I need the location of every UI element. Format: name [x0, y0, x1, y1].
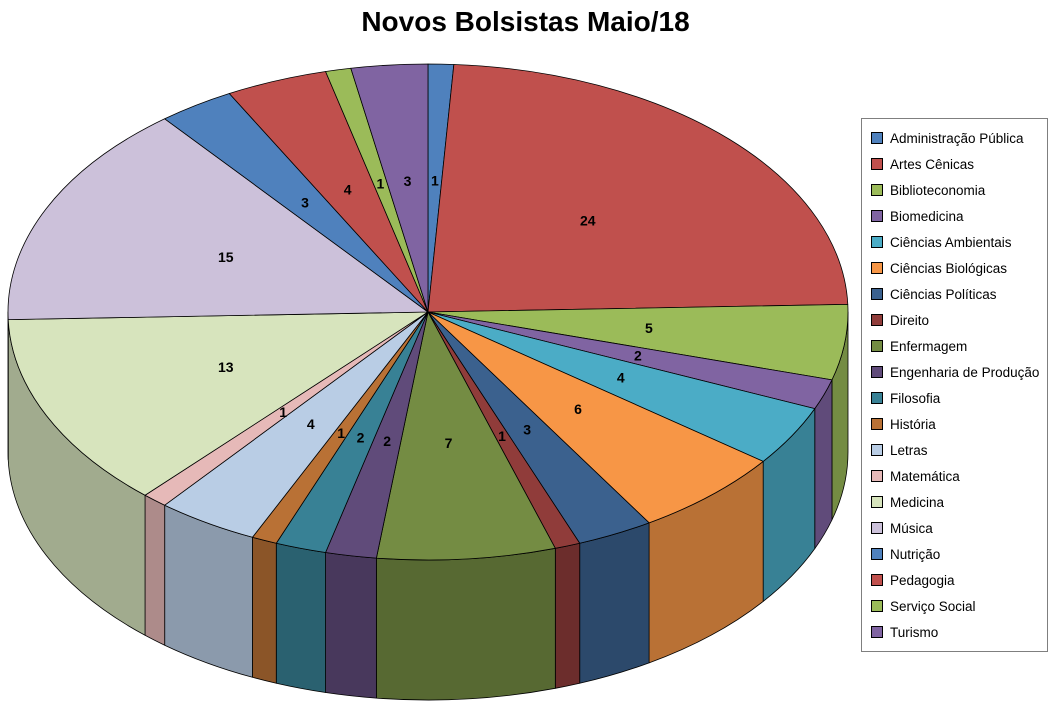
- legend-label: Ciências Biológicas: [890, 260, 1008, 276]
- legend-item: Música: [864, 515, 1045, 541]
- legend-label: Filosofia: [890, 390, 941, 406]
- chart-title: Novos Bolsistas Maio/18: [361, 6, 690, 37]
- legend-swatch: [871, 184, 883, 196]
- legend-label: Administração Pública: [890, 130, 1024, 146]
- pie-slice-side: [144, 494, 166, 646]
- legend-item: Ciências Biológicas: [864, 255, 1045, 281]
- legend-item: Nutrição: [864, 541, 1045, 567]
- legend-label: Pedagogia: [890, 572, 955, 588]
- legend-swatch: [871, 548, 883, 560]
- slice-value-label: 1: [279, 404, 287, 420]
- legend-item: Pedagogia: [864, 567, 1045, 593]
- pie-slice-side: [579, 522, 650, 684]
- legend-item: Ciências Ambientais: [864, 229, 1045, 255]
- legend-swatch: [871, 444, 883, 456]
- legend-label: Enfermagem: [890, 338, 968, 354]
- legend-item: Artes Cênicas: [864, 151, 1045, 177]
- slice-value-label: 13: [218, 359, 234, 375]
- legend-swatch: [871, 418, 883, 430]
- legend-label: Nutrição: [890, 546, 941, 562]
- legend-label: Biblioteconomia: [890, 182, 986, 198]
- legend-swatch: [871, 236, 883, 248]
- pie-slice: [427, 64, 849, 313]
- legend-label: Ciências Ambientais: [890, 234, 1012, 250]
- slice-value-label: 24: [580, 213, 596, 229]
- legend-label: Serviço Social: [890, 598, 976, 614]
- pie-slice-side: [325, 552, 377, 699]
- legend-label: Biomedicina: [890, 208, 964, 224]
- legend-swatch: [871, 600, 883, 612]
- pie-slice-side: [375, 547, 556, 701]
- slice-value-label: 4: [307, 416, 315, 432]
- legend-swatch: [871, 262, 883, 274]
- pie-slice: [350, 63, 429, 313]
- legend-label: Medicina: [890, 494, 945, 510]
- legend-label: Turismo: [890, 624, 939, 640]
- legend-swatch: [871, 366, 883, 378]
- slice-value-label: 4: [344, 181, 352, 197]
- legend-swatch: [871, 288, 883, 300]
- legend-item: Engenharia de Produção: [864, 359, 1045, 385]
- legend-swatch: [871, 158, 883, 170]
- legend-swatch: [871, 574, 883, 586]
- legend-swatch: [871, 392, 883, 404]
- legend-item: Biblioteconomia: [864, 177, 1045, 203]
- legend-item: Serviço Social: [864, 593, 1045, 619]
- legend-swatch: [871, 340, 883, 352]
- slice-value-label: 4: [617, 370, 625, 386]
- legend-item: Direito: [864, 307, 1045, 333]
- slice-value-label: 7: [445, 435, 453, 451]
- legend-label: Direito: [890, 312, 930, 328]
- legend-swatch: [871, 210, 883, 222]
- legend-item: Enfermagem: [864, 333, 1045, 359]
- pie-slice-side: [275, 542, 326, 693]
- slice-value-label: 6: [574, 401, 582, 417]
- legend-label: Artes Cênicas: [890, 156, 975, 172]
- legend-swatch: [871, 470, 883, 482]
- slice-value-label: 1: [337, 425, 345, 441]
- legend: Administração Pública Artes Cênicas Biblio…: [861, 118, 1048, 652]
- slice-value-label: 2: [383, 433, 391, 449]
- slice-value-label: 3: [301, 194, 309, 210]
- legend-item: Biomedicina: [864, 203, 1045, 229]
- slice-value-label: 2: [357, 429, 365, 445]
- legend-swatch: [871, 496, 883, 508]
- legend-swatch: [871, 314, 883, 326]
- legend-item: Administração Pública: [864, 125, 1045, 151]
- slice-value-label: 1: [431, 173, 439, 189]
- legend-item: Ciências Políticas: [864, 281, 1045, 307]
- pie-slice-side: [554, 542, 581, 689]
- slice-value-label: 1: [377, 176, 385, 192]
- legend-item: Medicina: [864, 489, 1045, 515]
- legend-label: Matemática: [890, 468, 960, 484]
- legend-item: História: [864, 411, 1045, 437]
- legend-item: Matemática: [864, 463, 1045, 489]
- legend-label: Letras: [890, 442, 928, 458]
- pie-slice: [7, 118, 429, 321]
- legend-swatch: [871, 132, 883, 144]
- slice-value-label: 3: [404, 173, 412, 189]
- pie-slice: [375, 311, 556, 561]
- pie-slice-side: [252, 536, 277, 684]
- slice-value-label: 3: [523, 422, 531, 438]
- slice-value-label: 1: [498, 428, 506, 444]
- legend-item: Turismo: [864, 619, 1045, 645]
- legend-item: Letras: [864, 437, 1045, 463]
- pie-slice: [7, 311, 429, 496]
- legend-label: Ciências Políticas: [890, 286, 997, 302]
- legend-label: História: [890, 416, 936, 432]
- legend-swatch: [871, 626, 883, 638]
- slice-value-label: 15: [218, 249, 234, 265]
- legend-label: Engenharia de Produção: [890, 364, 1040, 380]
- legend-swatch: [871, 522, 883, 534]
- legend-item: Filosofia: [864, 385, 1045, 411]
- slice-value-label: 2: [634, 348, 642, 364]
- pie-slice: [427, 311, 764, 524]
- legend-label: Música: [890, 520, 933, 536]
- slice-value-label: 5: [645, 320, 653, 336]
